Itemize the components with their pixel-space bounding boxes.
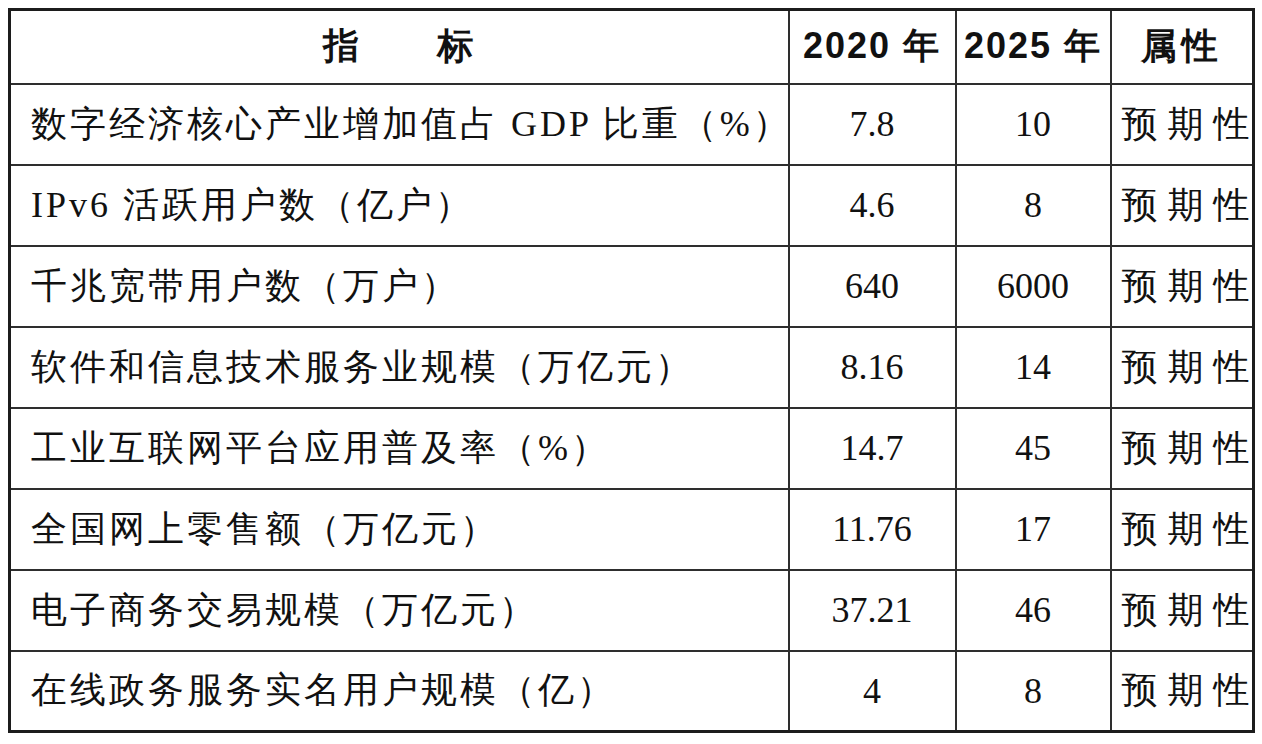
header-year-2020: 2020 年 bbox=[789, 10, 956, 84]
table-row: IPv6 活跃用户数（亿户） 4.6 8 预期性 bbox=[10, 165, 1254, 246]
value-2025-cell: 8 bbox=[956, 651, 1111, 732]
value-2025-cell: 8 bbox=[956, 165, 1111, 246]
table-row: 数字经济核心产业增加值占 GDP 比重（%） 7.8 10 预期性 bbox=[10, 84, 1254, 165]
table-row: 电子商务交易规模（万亿元） 37.21 46 预期性 bbox=[10, 570, 1254, 651]
header-indicator: 指 标 bbox=[10, 10, 789, 84]
value-2020-cell: 8.16 bbox=[789, 327, 956, 408]
value-2020-cell: 37.21 bbox=[789, 570, 956, 651]
table-row: 在线政务服务实名用户规模（亿） 4 8 预期性 bbox=[10, 651, 1254, 732]
indicator-cell: 在线政务服务实名用户规模（亿） bbox=[10, 651, 789, 732]
table-row: 工业互联网平台应用普及率（%） 14.7 45 预期性 bbox=[10, 408, 1254, 489]
attribute-cell: 预期性 bbox=[1111, 489, 1254, 570]
header-year-2025: 2025 年 bbox=[956, 10, 1111, 84]
value-2025-cell: 45 bbox=[956, 408, 1111, 489]
value-2020-cell: 4.6 bbox=[789, 165, 956, 246]
value-2020-cell: 7.8 bbox=[789, 84, 956, 165]
indicators-table: 指 标 2020 年 2025 年 属性 数字经济核心产业增加值占 GDP 比重… bbox=[8, 8, 1255, 733]
value-2025-cell: 17 bbox=[956, 489, 1111, 570]
value-2025-cell: 14 bbox=[956, 327, 1111, 408]
attribute-cell: 预期性 bbox=[1111, 84, 1254, 165]
indicator-cell: 工业互联网平台应用普及率（%） bbox=[10, 408, 789, 489]
table-row: 全国网上零售额（万亿元） 11.76 17 预期性 bbox=[10, 489, 1254, 570]
value-2025-cell: 46 bbox=[956, 570, 1111, 651]
value-2025-cell: 10 bbox=[956, 84, 1111, 165]
header-row: 指 标 2020 年 2025 年 属性 bbox=[10, 10, 1254, 84]
attribute-cell: 预期性 bbox=[1111, 246, 1254, 327]
attribute-cell: 预期性 bbox=[1111, 570, 1254, 651]
attribute-cell: 预期性 bbox=[1111, 165, 1254, 246]
indicator-cell: 软件和信息技术服务业规模（万亿元） bbox=[10, 327, 789, 408]
value-2020-cell: 640 bbox=[789, 246, 956, 327]
indicator-cell: IPv6 活跃用户数（亿户） bbox=[10, 165, 789, 246]
value-2020-cell: 4 bbox=[789, 651, 956, 732]
attribute-cell: 预期性 bbox=[1111, 327, 1254, 408]
indicator-cell: 全国网上零售额（万亿元） bbox=[10, 489, 789, 570]
indicator-cell: 数字经济核心产业增加值占 GDP 比重（%） bbox=[10, 84, 789, 165]
value-2025-cell: 6000 bbox=[956, 246, 1111, 327]
indicator-cell: 千兆宽带用户数（万户） bbox=[10, 246, 789, 327]
table-row: 软件和信息技术服务业规模（万亿元） 8.16 14 预期性 bbox=[10, 327, 1254, 408]
indicator-cell: 电子商务交易规模（万亿元） bbox=[10, 570, 789, 651]
attribute-cell: 预期性 bbox=[1111, 651, 1254, 732]
header-attribute: 属性 bbox=[1111, 10, 1254, 84]
value-2020-cell: 14.7 bbox=[789, 408, 956, 489]
attribute-cell: 预期性 bbox=[1111, 408, 1254, 489]
value-2020-cell: 11.76 bbox=[789, 489, 956, 570]
table-row: 千兆宽带用户数（万户） 640 6000 预期性 bbox=[10, 246, 1254, 327]
